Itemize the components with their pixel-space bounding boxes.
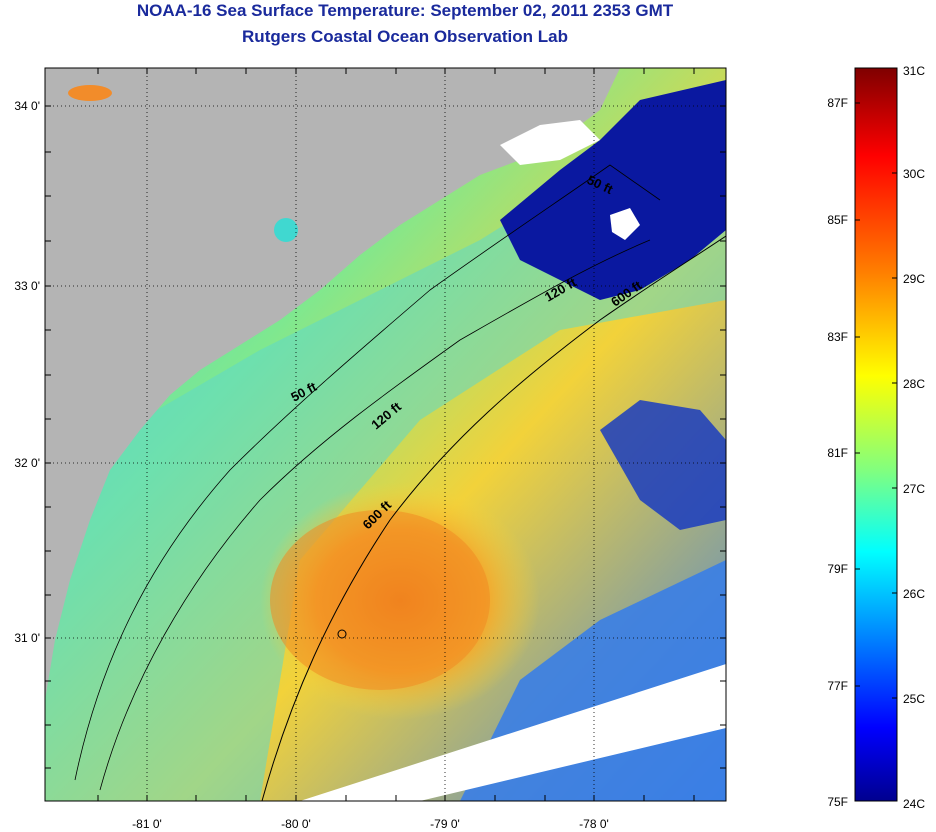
lon-tick-label: -81 0': [132, 817, 162, 831]
colorbar-label-f: 79F: [827, 562, 848, 576]
land-mass: [45, 68, 620, 700]
frame-ticks: [45, 68, 726, 801]
warm-core-center: [270, 510, 490, 690]
colorbar-label-f: 81F: [827, 446, 848, 460]
contour-600ft: [261, 235, 726, 801]
colorbar-label-f: 75F: [827, 795, 848, 809]
lon-tick-label: -79 0': [430, 817, 460, 831]
colorbar-label-c: 29C: [903, 272, 925, 286]
lat-tick-label: 31 0': [14, 631, 40, 645]
colorbar-gradient: [854, 67, 898, 802]
lon-tick-label: -80 0': [281, 817, 311, 831]
lat-tick-label: 33 0': [14, 279, 40, 293]
cloud-cover-east: [600, 400, 726, 530]
satellite-swath-gap: [300, 664, 726, 801]
contour-ring: [337, 629, 347, 639]
colorbar-label-c: 28C: [903, 377, 925, 391]
colorbar-label-c: 25C: [903, 692, 925, 706]
contour-50ft: [74, 164, 661, 781]
nodata-patch: [500, 120, 600, 165]
colorbar-ticks: [855, 67, 897, 699]
colorbar-label-f: 77F: [827, 679, 848, 693]
lon-tick-label: -78 0': [579, 817, 609, 831]
colorbar-label-f: 87F: [827, 96, 848, 110]
inland-lake-warm: [68, 85, 112, 101]
colorbar-label-c: 26C: [903, 587, 925, 601]
map-subtitle: Rutgers Coastal Ocean Observation Lab: [242, 27, 568, 46]
colorbar-label-f: 83F: [827, 330, 848, 344]
graticule: [45, 68, 726, 801]
colorbar-label-c: 31C: [903, 64, 925, 78]
map-frame: [44, 67, 727, 802]
colorbar-label-c: 30C: [903, 167, 925, 181]
colorbar-label-c: 24C: [903, 797, 925, 811]
inland-lake: [274, 218, 298, 242]
contour-120ft: [99, 239, 651, 791]
colorbar-label-c: 27C: [903, 482, 925, 496]
cloud-cover-northeast: [500, 80, 726, 300]
lat-tick-label: 34 0': [14, 99, 40, 113]
colorbar-label-f: 85F: [827, 213, 848, 227]
nodata-patch: [610, 208, 640, 240]
lat-tick-label: 32 0': [14, 456, 40, 470]
map-title: NOAA-16 Sea Surface Temperature: Septemb…: [136, 1, 674, 20]
